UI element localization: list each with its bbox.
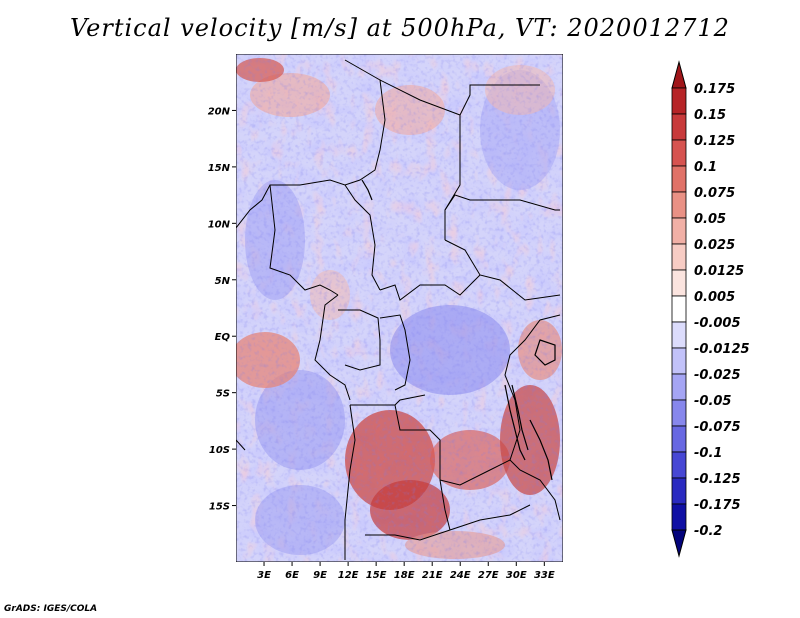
lon-tick-label: 15E xyxy=(366,570,387,581)
lon-tick-label: 30E xyxy=(506,570,527,581)
colorbar-bin xyxy=(671,451,687,479)
colorbar-label: 0.005 xyxy=(694,290,735,305)
colorbar-bin xyxy=(671,295,687,323)
colorbar-label: -0.175 xyxy=(694,498,741,513)
colorbar-bin xyxy=(671,269,687,297)
colorbar-bin xyxy=(671,165,687,193)
country-borders xyxy=(236,59,561,560)
colorbar-label: 0.175 xyxy=(694,82,735,97)
colorbar-bin xyxy=(671,113,687,141)
colorbar-label: -0.125 xyxy=(694,472,741,487)
colorbar-label: 0.075 xyxy=(694,186,735,201)
lat-tick-label: 10N xyxy=(208,219,231,230)
colorbar-bin xyxy=(671,347,687,375)
lon-tick-label: 18E xyxy=(394,570,415,581)
colorbar-max-arrow xyxy=(671,60,687,89)
lon-tick-label: 6E xyxy=(285,570,299,581)
lat-tick-label: 5N xyxy=(215,276,231,287)
colorbar-bin xyxy=(671,217,687,245)
lon-tick-label: 33E xyxy=(534,570,555,581)
colorbar-label: -0.1 xyxy=(694,446,722,461)
colorbar-bin xyxy=(671,139,687,167)
colorbar-bin xyxy=(671,243,687,271)
colorbar-bin xyxy=(671,503,687,531)
colorbar-label: 0.1 xyxy=(694,160,717,175)
lon-tick-label: 12E xyxy=(338,570,359,581)
lat-tick-label: EQ xyxy=(215,332,231,343)
longitude-axis: 3E 6E 9E 12E 15E 18E 21E 24E 27E 30E 33E xyxy=(257,562,555,581)
colorbar-bin xyxy=(671,399,687,427)
lat-tick-label: 15S xyxy=(209,502,230,513)
lon-tick-label: 24E xyxy=(450,570,471,581)
lon-tick-label: 3E xyxy=(257,570,271,581)
latitude-axis: 20N 15N 10N 5N EQ 5S 10S 15S xyxy=(208,106,236,513)
lon-tick-label: 27E xyxy=(478,570,499,581)
field-speckle xyxy=(236,54,563,562)
colorbar-label: 0.15 xyxy=(694,108,726,123)
colorbar-bin xyxy=(671,321,687,349)
colorbar-label: -0.005 xyxy=(694,316,741,331)
lakes xyxy=(361,179,556,481)
colorbar-label: 0.05 xyxy=(694,212,726,227)
colorbar-bin xyxy=(671,191,687,219)
lat-tick-label: 5S xyxy=(216,389,230,400)
colorbar-label: -0.05 xyxy=(694,394,731,409)
colorbar-label: -0.075 xyxy=(694,420,741,435)
chart-title: Vertical velocity [m/s] at 500hPa, VT: 2… xyxy=(70,14,730,42)
lat-tick-label: 20N xyxy=(208,106,231,117)
colorbar-bin xyxy=(671,425,687,453)
colorbar-label: 0.125 xyxy=(694,134,735,149)
colorbar-label: -0.2 xyxy=(694,524,722,539)
colorbar-label: -0.0125 xyxy=(694,342,750,357)
lat-tick-label: 10S xyxy=(209,445,230,456)
map-panel xyxy=(236,54,563,562)
lon-tick-label: 9E xyxy=(313,570,327,581)
footer-credit: GrADS: IGES/COLA xyxy=(4,604,98,614)
colorbar: 0.175 0.15 0.125 0.1 0.075 0.05 0.025 0.0125 0.0… xyxy=(671,60,750,558)
colorbar-label: 0.0125 xyxy=(694,264,744,279)
lon-tick-label: 21E xyxy=(422,570,443,581)
colorbar-bin xyxy=(671,477,687,505)
lat-tick-label: 15N xyxy=(208,163,231,174)
colorbar-label: 0.025 xyxy=(694,238,735,253)
colorbar-label: -0.025 xyxy=(694,368,741,383)
colorbar-min-arrow xyxy=(671,529,687,558)
colorbar-bin xyxy=(671,373,687,401)
colorbar-bin xyxy=(671,87,687,115)
